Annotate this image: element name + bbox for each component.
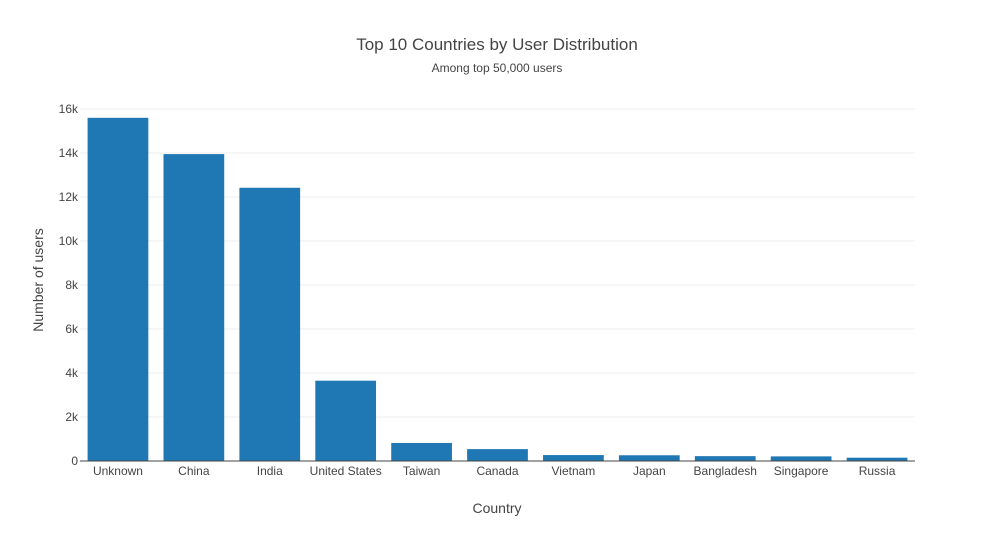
chart-subtitle: Among top 50,000 users bbox=[432, 61, 563, 75]
bars bbox=[87, 117, 908, 462]
bar-india[interactable] bbox=[239, 187, 301, 461]
x-tick-label: Russia bbox=[859, 464, 896, 478]
bar-bangladesh[interactable] bbox=[694, 456, 756, 461]
x-tick-labels: Unknown China India United States Taiwan Cana… bbox=[93, 464, 896, 478]
y-axis-title: Number of users bbox=[30, 228, 46, 331]
y-tick-label: 2k bbox=[65, 410, 79, 424]
y-tick-label: 16k bbox=[59, 102, 79, 116]
y-tick-label: 8k bbox=[65, 278, 79, 292]
x-tick-label: United States bbox=[310, 464, 382, 478]
x-tick-label: Singapore bbox=[774, 464, 829, 478]
bar-vietnam[interactable] bbox=[543, 455, 604, 461]
bar-singapore[interactable] bbox=[770, 456, 832, 461]
y-tick-label: 14k bbox=[59, 146, 79, 160]
x-tick-label: Canada bbox=[476, 464, 518, 478]
y-tick-label: 12k bbox=[59, 190, 79, 204]
bar-unknown[interactable] bbox=[87, 117, 149, 462]
x-tick-label: Vietnam bbox=[552, 464, 596, 478]
bar-taiwan[interactable] bbox=[391, 442, 452, 461]
bar-japan[interactable] bbox=[618, 455, 680, 461]
chart-title: Top 10 Countries by User Distribution bbox=[356, 35, 638, 54]
x-tick-label: Unknown bbox=[93, 464, 143, 478]
x-tick-label: Bangladesh bbox=[694, 464, 757, 478]
y-tick-label: 6k bbox=[65, 322, 79, 336]
y-tick-label: 4k bbox=[65, 366, 79, 380]
y-tick-label: 10k bbox=[59, 234, 79, 248]
x-tick-label: Taiwan bbox=[403, 464, 440, 478]
bar-united-states[interactable] bbox=[315, 380, 377, 461]
x-tick-label: India bbox=[257, 464, 283, 478]
x-tick-label: Japan bbox=[633, 464, 666, 478]
bar-china[interactable] bbox=[163, 154, 225, 461]
x-tick-label: China bbox=[178, 464, 210, 478]
bar-canada[interactable] bbox=[467, 449, 528, 461]
bar-russia[interactable] bbox=[846, 457, 908, 461]
y-tick-label: 0 bbox=[71, 454, 78, 468]
y-tick-labels: 0 2k 4k 6k 8k 10k 12k 14k 16k bbox=[59, 102, 79, 468]
x-axis-title: Country bbox=[472, 500, 521, 516]
